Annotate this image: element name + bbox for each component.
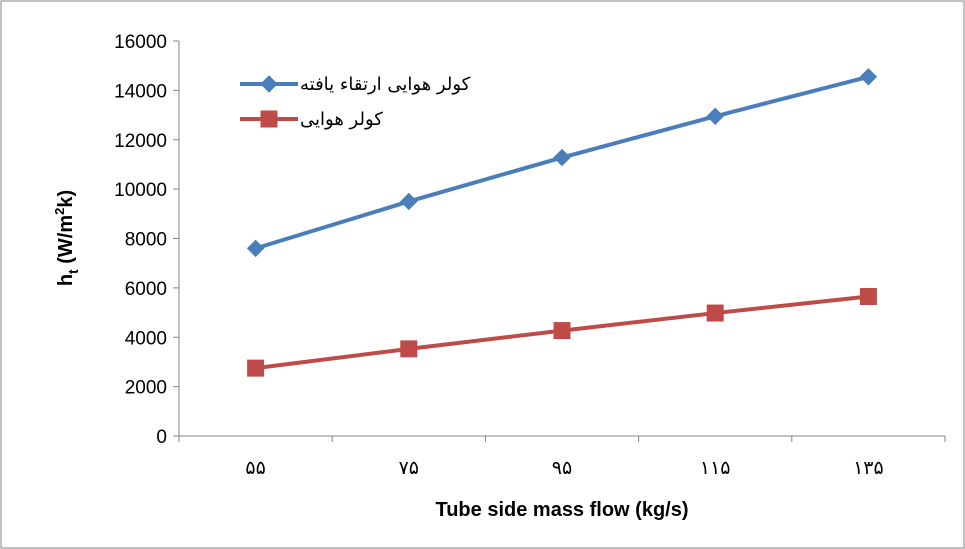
legend-item-2: کولر هوایی [240,109,383,130]
x-tick-label: ۷۵ [399,458,419,479]
y-tick-label: 6000 [125,279,167,300]
legend-label: کولر هوایی ارتقاء یافته [300,74,471,95]
y-tick-label: 4000 [125,328,167,349]
y-tick-label: 16000 [114,32,167,53]
data-point [247,359,265,377]
y-tick-label: 2000 [125,378,167,399]
x-axis-title: Tube side mass flow (kg/s) [435,499,688,521]
x-tick-label: ۵۵ [245,458,265,479]
y-tick-label: 14000 [114,81,167,102]
data-point [400,192,418,211]
y-tick-label: 10000 [114,180,167,201]
data-point [706,107,724,126]
y-tick-labels: 0 2000 4000 6000 8000 10000 12000 14000 16000 [114,32,167,448]
y-tick-label: 8000 [125,230,167,251]
x-tick-label: ۱۱۵ [700,458,731,479]
data-point [859,288,877,306]
legend-swatch-marker [260,75,278,93]
y-tick-label: 12000 [114,131,167,152]
series-2 [247,288,877,377]
x-tick-label: ۱۳۵ [853,458,884,479]
series-group [246,68,878,377]
data-point [400,340,418,358]
x-tick-label: ۹۵ [552,458,572,479]
y-axis-title: ht (W/m2k) [52,190,81,286]
data-point [246,239,265,258]
y-tick-label: 0 [156,427,167,448]
series-1 [246,68,878,258]
x-tick-labels: ۵۵ ۷۵ ۹۵ ۱۱۵ ۱۳۵ [245,458,883,479]
legend-label: کولر هوایی [300,109,383,130]
axes [173,40,946,442]
legend: کولر هوایی ارتقاء یافته کولر هوایی [240,74,471,130]
data-point [553,148,571,167]
legend-item-1: کولر هوایی ارتقاء یافته [240,74,471,95]
data-point [859,68,878,86]
data-point [706,304,724,322]
legend-swatch-marker [260,110,278,128]
data-point [553,322,571,340]
